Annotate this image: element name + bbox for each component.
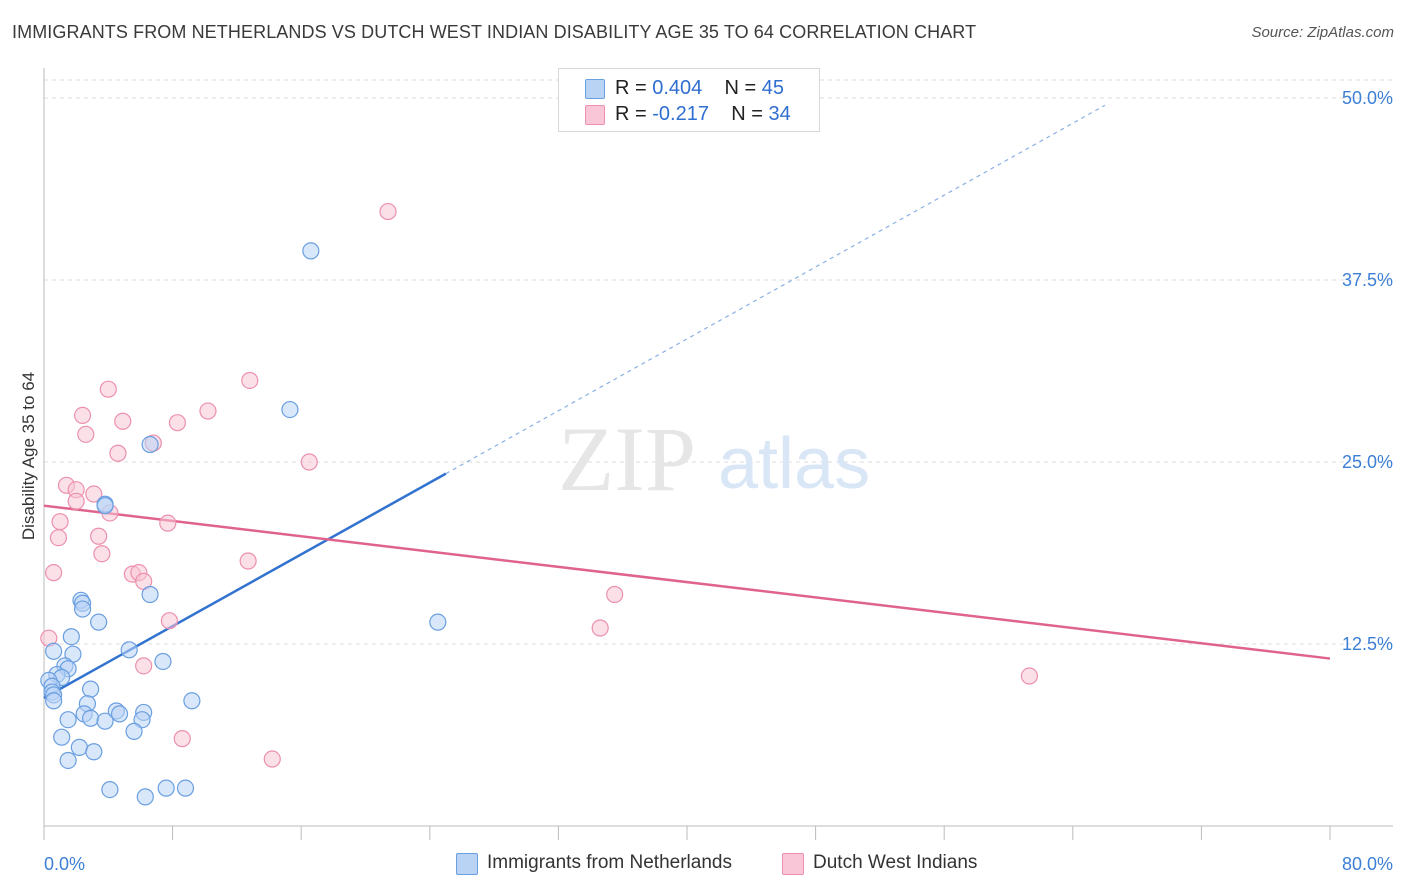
data-point-netherlands xyxy=(59,711,77,729)
series-swatch-blue xyxy=(456,853,478,875)
data-point-dutch-west-indians xyxy=(90,527,108,545)
data-point-netherlands xyxy=(154,652,172,671)
data-point-dutch-west-indians xyxy=(591,619,609,637)
data-point-netherlands xyxy=(45,692,63,710)
data-point-netherlands xyxy=(59,751,77,770)
trend-lines xyxy=(43,104,1331,699)
x-tick-label-max: 80.0% xyxy=(1342,854,1393,874)
data-point-dutch-west-indians xyxy=(263,750,281,768)
data-point-netherlands xyxy=(101,780,119,799)
data-point-netherlands xyxy=(183,692,201,710)
data-point-dutch-west-indians xyxy=(606,585,624,604)
data-point-dutch-west-indians xyxy=(99,380,117,398)
data-point-dutch-west-indians xyxy=(300,453,318,471)
data-point-dutch-west-indians xyxy=(168,414,187,432)
data-point-dutch-west-indians xyxy=(93,545,111,563)
data-point-netherlands xyxy=(120,641,138,659)
source-label: Source: ZipAtlas.com xyxy=(1251,24,1394,41)
legend-swatch-blue xyxy=(585,79,605,99)
trend-line-dutch-west-indians xyxy=(43,504,1331,660)
watermark: ZIP atlas xyxy=(558,408,870,510)
trend-line-netherlands xyxy=(43,472,447,699)
data-point-dutch-west-indians xyxy=(160,612,178,630)
data-point-netherlands xyxy=(176,779,195,797)
legend-r-value: 0.404 xyxy=(652,77,703,99)
x-tick-label-min: 0.0% xyxy=(44,854,85,874)
legend-n-value: 45 xyxy=(761,77,785,99)
data-point-dutch-west-indians xyxy=(51,513,69,531)
watermark-atlas: atlas xyxy=(718,424,870,504)
data-point-netherlands xyxy=(302,242,320,260)
data-point-dutch-west-indians xyxy=(135,657,153,675)
data-point-dutch-west-indians xyxy=(45,564,63,582)
data-point-netherlands xyxy=(281,400,299,419)
legend-n-label: N = xyxy=(731,103,769,125)
y-tick-label: 37.5% xyxy=(1342,270,1393,290)
data-point-dutch-west-indians xyxy=(1020,667,1038,685)
data-point-netherlands xyxy=(53,728,71,746)
data-points xyxy=(40,202,1038,806)
data-point-dutch-west-indians xyxy=(67,492,85,510)
data-point-netherlands xyxy=(96,497,114,515)
y-tick-label: 25.0% xyxy=(1342,452,1393,472)
data-point-netherlands xyxy=(82,709,100,727)
data-point-netherlands xyxy=(141,585,159,604)
y-tick-label: 12.5% xyxy=(1342,634,1393,654)
trend-line-netherlands-projection xyxy=(445,104,1106,475)
data-point-netherlands xyxy=(110,705,129,723)
data-point-dutch-west-indians xyxy=(73,406,92,425)
data-point-dutch-west-indians xyxy=(49,529,68,547)
data-point-netherlands xyxy=(62,628,80,646)
data-point-dutch-west-indians xyxy=(199,402,217,420)
series-swatch-pink xyxy=(782,853,804,875)
data-point-dutch-west-indians xyxy=(241,371,259,390)
data-point-netherlands xyxy=(141,435,159,454)
data-point-netherlands xyxy=(136,788,154,806)
data-point-dutch-west-indians xyxy=(114,412,132,430)
legend-r-label: R = xyxy=(615,77,653,99)
data-point-dutch-west-indians xyxy=(109,444,127,462)
legend-n-label: N = xyxy=(724,77,762,99)
legend-swatch-pink xyxy=(585,105,605,125)
y-axis-tick-labels: 12.5% 25.0% 37.5% 50.0% xyxy=(1342,88,1393,654)
data-point-dutch-west-indians xyxy=(85,485,103,503)
data-point-dutch-west-indians xyxy=(173,730,191,748)
chart-title: IMMIGRANTS FROM NETHERLANDS VS DUTCH WES… xyxy=(12,22,977,42)
watermark-zip: ZIP xyxy=(558,408,696,510)
data-point-dutch-west-indians xyxy=(379,202,397,221)
y-axis-label: Disability Age 35 to 64 xyxy=(19,372,38,540)
data-point-dutch-west-indians xyxy=(239,552,257,570)
legend-n-value: 34 xyxy=(768,103,791,125)
axes xyxy=(43,68,1393,840)
data-point-netherlands xyxy=(157,779,175,797)
series-label-netherlands: Immigrants from Netherlands xyxy=(487,852,732,873)
data-point-netherlands xyxy=(125,722,143,740)
legend-r-label: R = xyxy=(615,103,653,125)
stats-legend: R = 0.404 N = 45 R = -0.217 N = 34 xyxy=(558,68,820,132)
data-point-netherlands xyxy=(82,680,100,698)
data-point-netherlands xyxy=(90,613,108,631)
series-label-dutch-west-indians: Dutch West Indians xyxy=(813,852,978,873)
data-point-netherlands xyxy=(73,600,92,618)
data-point-netherlands xyxy=(70,738,88,756)
data-point-netherlands xyxy=(429,613,447,631)
legend-r-value: -0.217 xyxy=(652,103,709,125)
data-point-netherlands xyxy=(133,711,151,729)
data-point-dutch-west-indians xyxy=(159,514,177,532)
data-point-netherlands xyxy=(85,743,103,761)
data-point-dutch-west-indians xyxy=(77,425,95,443)
y-tick-label: 50.0% xyxy=(1342,88,1393,108)
data-point-netherlands xyxy=(45,642,63,660)
data-point-netherlands xyxy=(96,712,114,730)
